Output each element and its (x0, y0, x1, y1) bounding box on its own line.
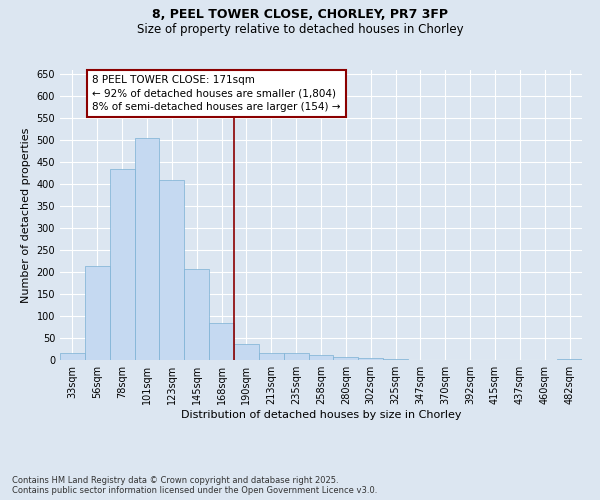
Bar (234, 344, 259, 360)
Bar (134, 138, 160, 360)
Text: Size of property relative to detached houses in Chorley: Size of property relative to detached ho… (137, 22, 463, 36)
Bar (557, 358, 582, 360)
Bar (334, 357, 358, 360)
Bar (160, 180, 184, 360)
Bar (383, 359, 408, 360)
Bar (184, 268, 209, 360)
Text: 8, PEEL TOWER CLOSE, CHORLEY, PR7 3FP: 8, PEEL TOWER CLOSE, CHORLEY, PR7 3FP (152, 8, 448, 20)
Bar (85, 266, 110, 360)
X-axis label: Distribution of detached houses by size in Chorley: Distribution of detached houses by size … (181, 410, 461, 420)
Text: Contains HM Land Registry data © Crown copyright and database right 2025.
Contai: Contains HM Land Registry data © Crown c… (12, 476, 377, 495)
Bar (259, 352, 284, 360)
Y-axis label: Number of detached properties: Number of detached properties (21, 128, 31, 302)
Bar (284, 354, 308, 360)
Text: 8 PEEL TOWER CLOSE: 171sqm
← 92% of detached houses are smaller (1,804)
8% of se: 8 PEEL TOWER CLOSE: 171sqm ← 92% of deta… (92, 76, 341, 112)
Bar (358, 358, 383, 360)
Bar (209, 322, 234, 360)
Bar (110, 169, 134, 360)
Bar (308, 354, 334, 360)
Bar (60, 352, 85, 360)
